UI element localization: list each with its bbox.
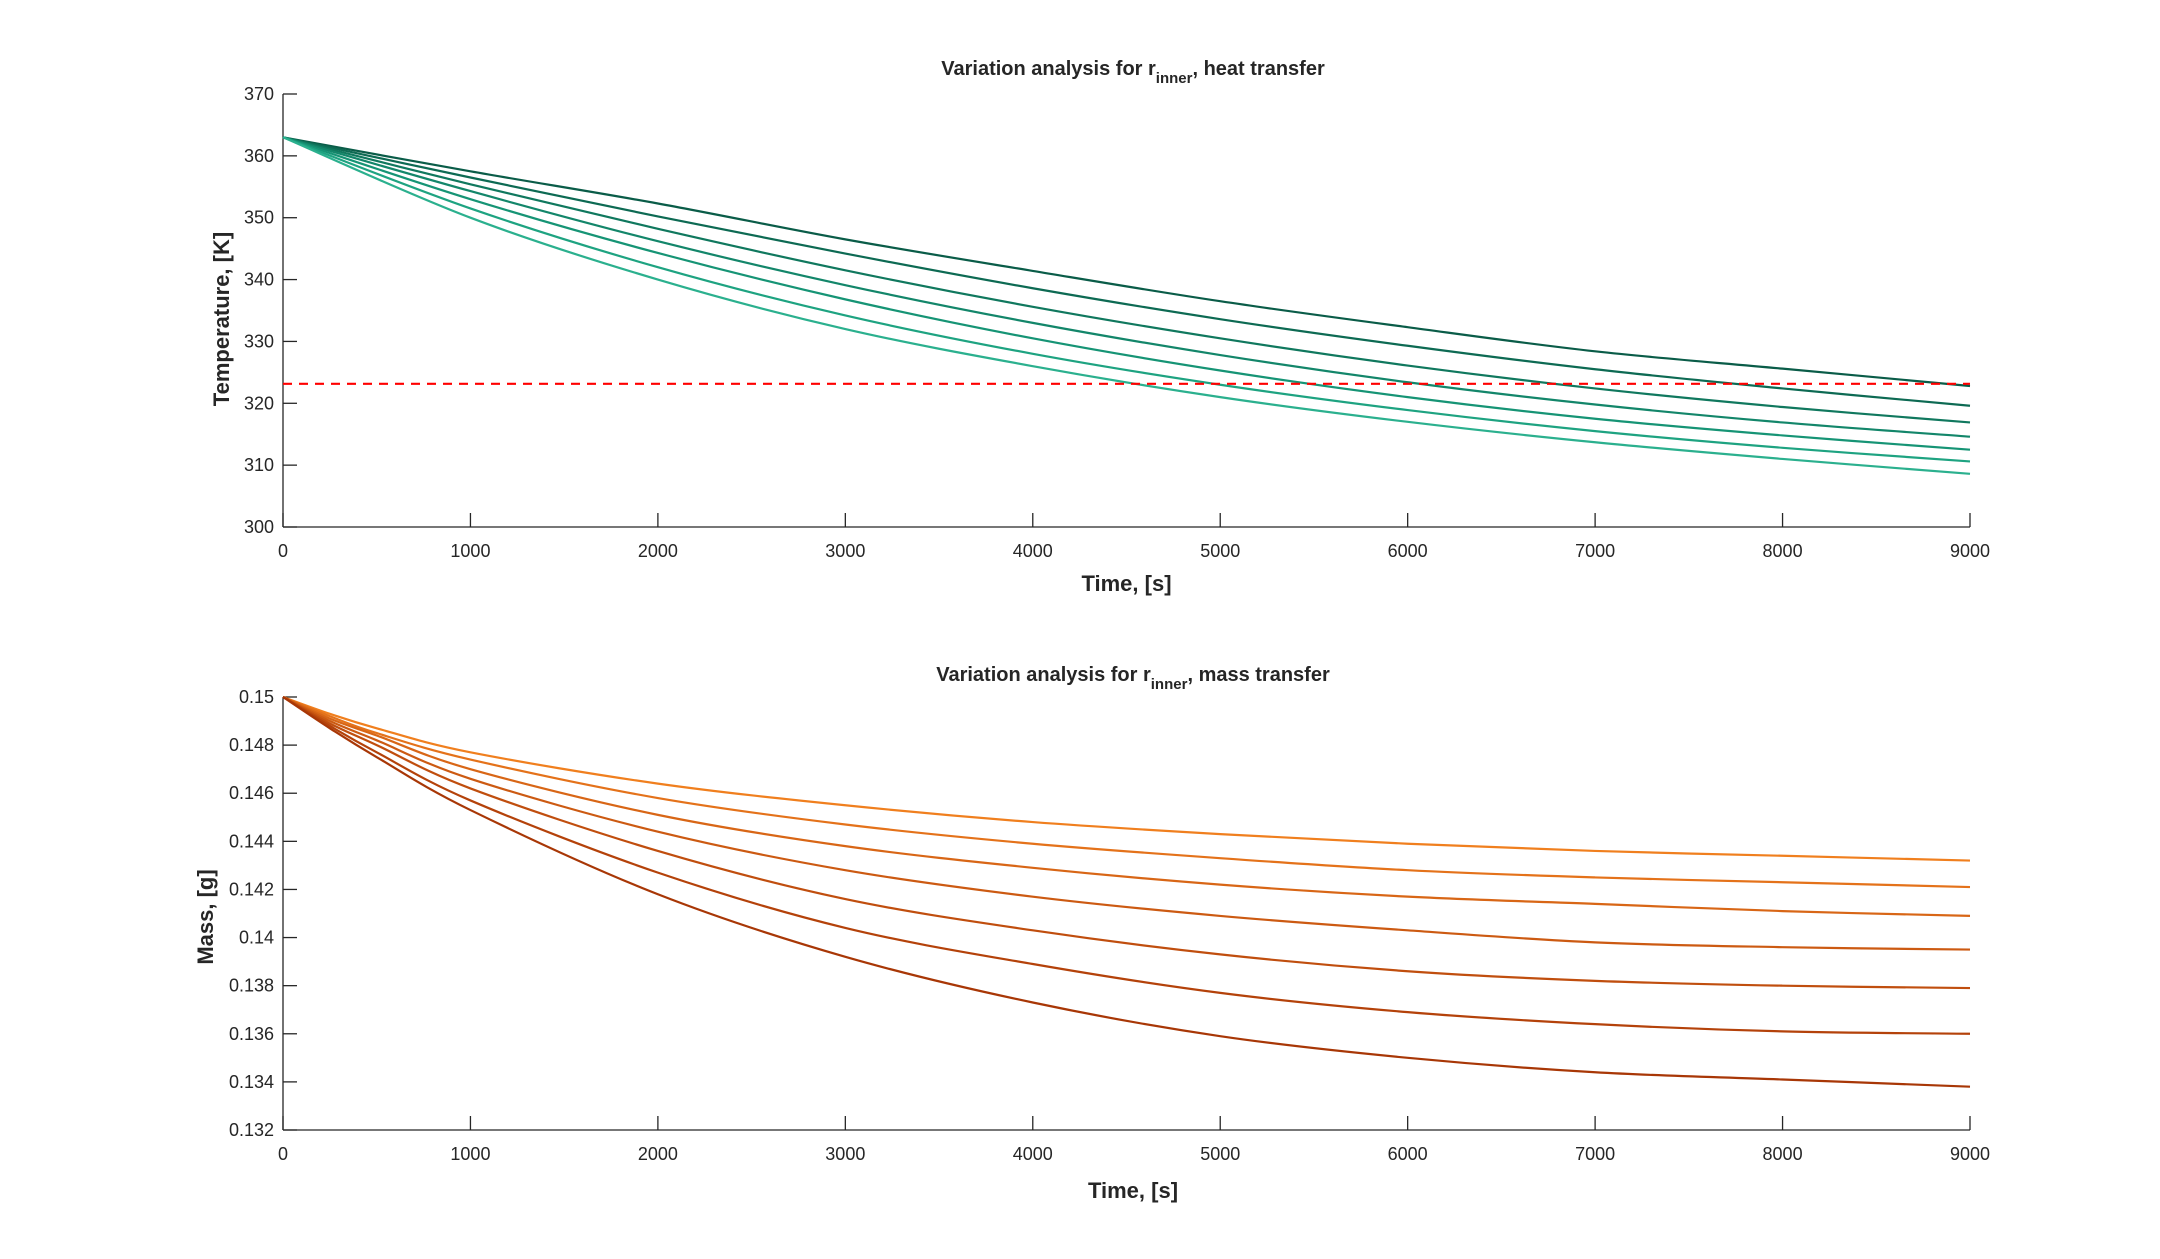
heat-x-tick-label: 0 xyxy=(278,541,288,561)
heat-y-tick-label: 330 xyxy=(244,331,274,351)
mass-chart-title: Variation analysis for rinner, mass tran… xyxy=(936,664,1330,693)
mass-x-tick-label: 1000 xyxy=(450,1144,490,1164)
mass-series-line-4 xyxy=(282,696,1971,951)
heat-series-line-1 xyxy=(282,136,1971,388)
mass-y-tick-label: 0.132 xyxy=(229,1120,274,1140)
heat-series-line-3 xyxy=(282,136,1971,424)
heat-x-tick-label: 7000 xyxy=(1575,541,1615,561)
heat-y-tick-label: 300 xyxy=(244,517,274,537)
heat-title-subscript: inner xyxy=(1156,70,1193,87)
mass-title-suffix: , mass transfer xyxy=(1187,664,1330,686)
mass-y-tick-label: 0.144 xyxy=(229,831,274,851)
mass-y-tick-label: 0.138 xyxy=(229,976,274,996)
heat-y-tick-label: 340 xyxy=(244,270,274,290)
heat-title-prefix: Variation analysis for r xyxy=(941,58,1156,80)
mass-transfer-chart: Variation analysis for rinner, mass tran… xyxy=(193,664,1990,1203)
heat-x-tick-label: 2000 xyxy=(638,541,678,561)
heat-y-tick-label: 320 xyxy=(244,393,274,413)
heat-plot-area: 0 1000 2000 3000 4000 5000 6000 7000 8000 9000 300… xyxy=(244,84,1990,561)
heat-x-tick-label: 6000 xyxy=(1388,541,1428,561)
heat-series-line-6 xyxy=(282,136,1971,463)
mass-x-tick-label: 4000 xyxy=(1013,1144,1053,1164)
mass-x-tick-label: 0 xyxy=(278,1144,288,1164)
mass-y-tick-label: 0.146 xyxy=(229,783,274,803)
mass-x-tick-label: 3000 xyxy=(825,1144,865,1164)
mass-x-tick-label: 7000 xyxy=(1575,1144,1615,1164)
heat-title-suffix: , heat transfer xyxy=(1192,58,1324,80)
heat-x-tick-label: 1000 xyxy=(450,541,490,561)
heat-series-line-4 xyxy=(282,136,1971,438)
heat-series-line-5 xyxy=(282,136,1971,451)
heat-x-tick-label: 3000 xyxy=(825,541,865,561)
heat-x-tick-label: 9000 xyxy=(1950,541,1990,561)
mass-series-line-5 xyxy=(282,696,1971,990)
heat-y-tick-label: 370 xyxy=(244,84,274,104)
mass-x-tick-label: 9000 xyxy=(1950,1144,1990,1164)
heat-y-tick-label: 350 xyxy=(244,208,274,228)
heat-y-axis-title: Temperature, [K] xyxy=(209,232,234,406)
mass-x-tick-label: 6000 xyxy=(1388,1144,1428,1164)
mass-y-axis-title: Mass, [g] xyxy=(193,869,218,964)
mass-plot-area: 0 1000 2000 3000 4000 5000 6000 7000 8000 9000 0.1… xyxy=(229,687,1990,1164)
mass-y-tick-label: 0.148 xyxy=(229,735,274,755)
mass-x-axis-title: Time, [s] xyxy=(1088,1178,1178,1203)
mass-series-line-7 xyxy=(282,696,1971,1088)
heat-x-tick-label: 8000 xyxy=(1763,541,1803,561)
mass-y-tick-label: 0.142 xyxy=(229,879,274,899)
heat-series-line-7 xyxy=(282,136,1971,475)
mass-y-tick-label: 0.14 xyxy=(239,928,274,948)
mass-series-line-6 xyxy=(282,696,1971,1035)
mass-series-line-2 xyxy=(282,695,1971,889)
mass-y-tick-label: 0.15 xyxy=(239,687,274,707)
mass-x-tick-label: 8000 xyxy=(1763,1144,1803,1164)
heat-y-tick-label: 310 xyxy=(244,455,274,475)
heat-chart-title: Variation analysis for rinner, heat tran… xyxy=(941,58,1325,87)
heat-transfer-chart: Variation analysis for rinner, heat tran… xyxy=(209,58,1990,596)
heat-series-line-2 xyxy=(282,136,1971,407)
mass-series-line-3 xyxy=(282,696,1971,918)
mass-y-tick-label: 0.136 xyxy=(229,1024,274,1044)
heat-x-tick-label: 4000 xyxy=(1013,541,1053,561)
mass-series-line-1 xyxy=(282,695,1971,862)
mass-title-prefix: Variation analysis for r xyxy=(936,664,1151,686)
heat-x-tick-label: 5000 xyxy=(1200,541,1240,561)
mass-y-tick-label: 0.134 xyxy=(229,1072,274,1092)
heat-x-axis-title: Time, [s] xyxy=(1081,571,1171,596)
heat-y-tick-label: 360 xyxy=(244,146,274,166)
mass-x-tick-label: 5000 xyxy=(1200,1144,1240,1164)
mass-x-tick-label: 2000 xyxy=(638,1144,678,1164)
mass-title-subscript: inner xyxy=(1151,676,1188,693)
